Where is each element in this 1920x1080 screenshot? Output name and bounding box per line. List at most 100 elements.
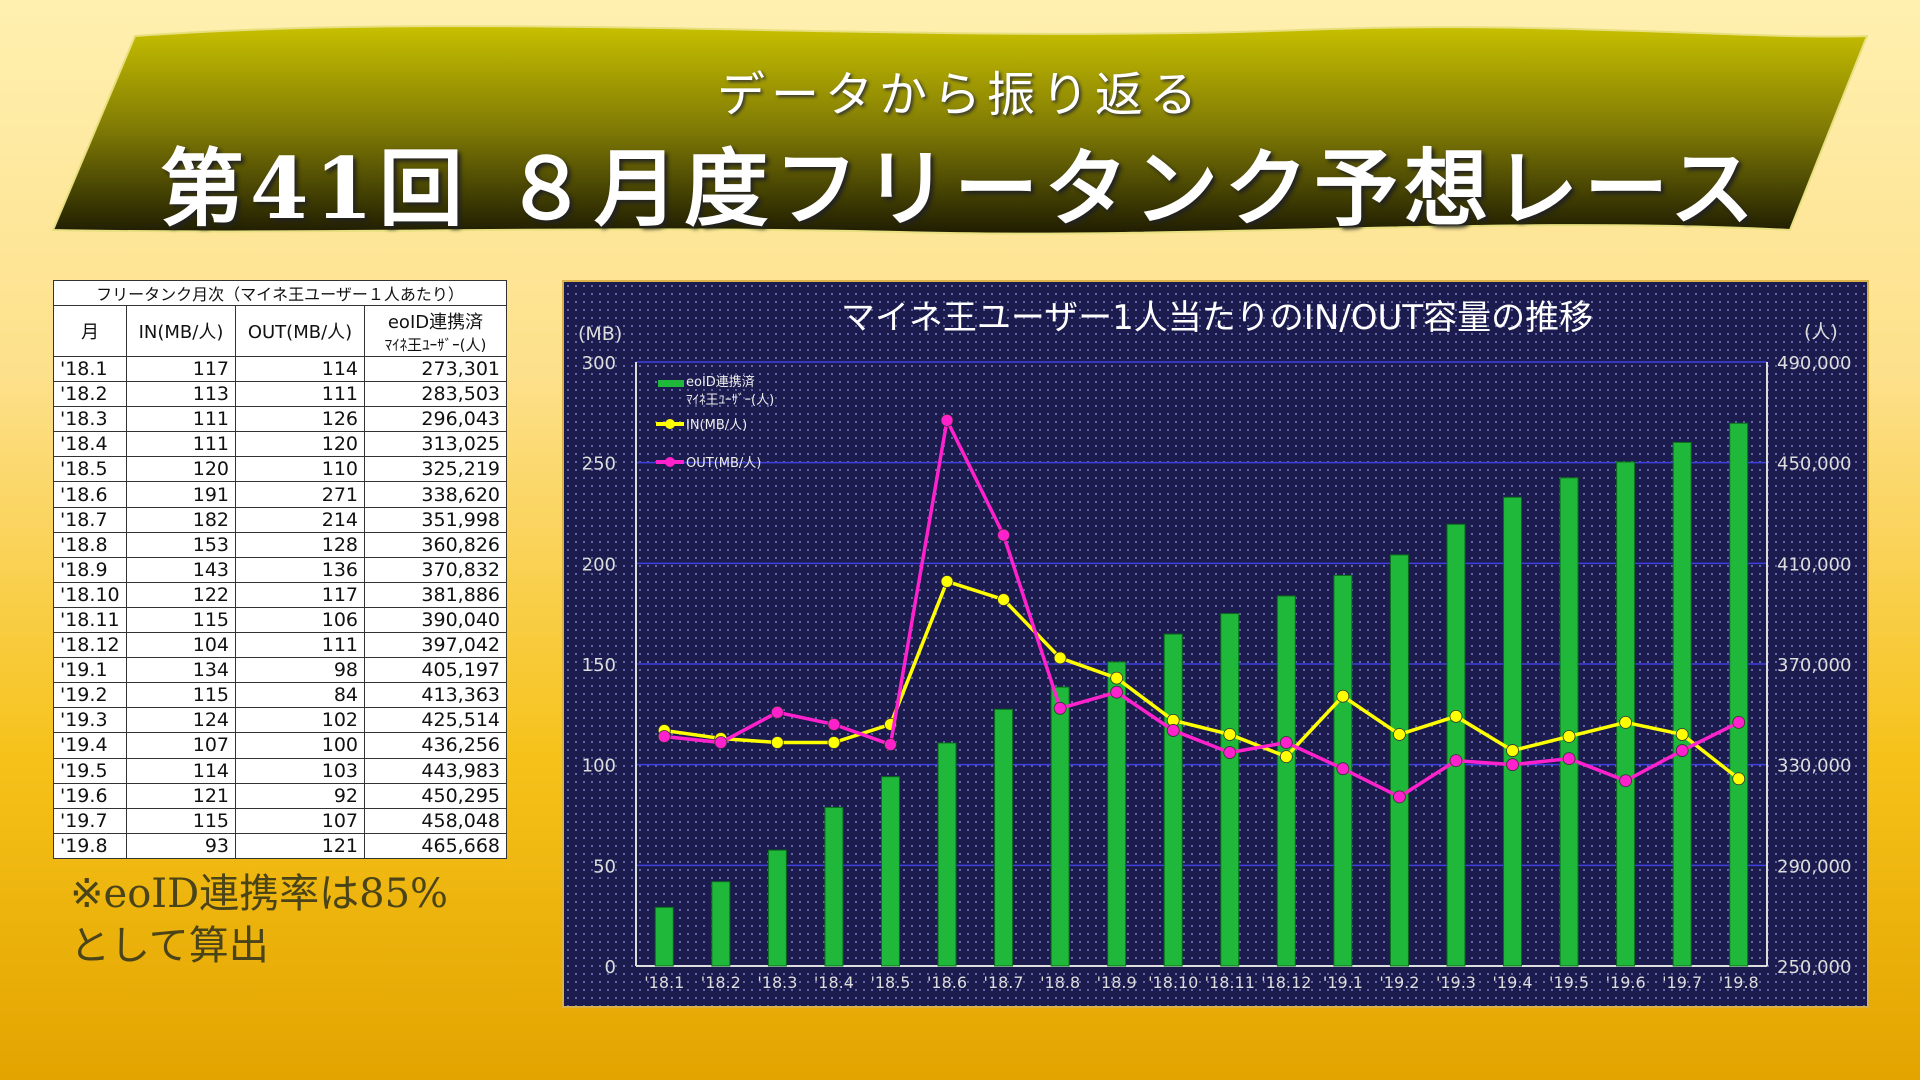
chart-panel: マイネ王ユーザー1人当たりのIN/OUT容量の推移 (MB) (人) 0 250,000…	[562, 280, 1869, 1008]
point-in	[1506, 744, 1519, 757]
point-in	[1223, 728, 1237, 741]
point-out	[1732, 715, 1746, 729]
cell-month: '18.7	[53, 506, 127, 533]
cell-out: 92	[235, 782, 365, 809]
point-out	[1053, 701, 1067, 715]
cell-users: 351,998	[364, 506, 507, 533]
cell-users: 370,832	[364, 556, 507, 583]
point-in	[1449, 709, 1463, 723]
cell-users: 413,363	[364, 682, 507, 709]
bar	[654, 906, 674, 967]
cell-users: 313,025	[364, 431, 507, 458]
cell-in: 143	[126, 556, 236, 583]
table-row: '19.2 115 84 413,363	[53, 682, 507, 709]
cell-out: 271	[235, 481, 365, 508]
right-tick-label: 450,000	[1777, 454, 1851, 475]
cell-out: 102	[235, 707, 365, 734]
cell-in: 191	[126, 481, 236, 508]
cell-users: 273,301	[364, 355, 507, 383]
point-out	[714, 736, 728, 749]
bar	[1276, 595, 1296, 967]
table-row: '18.10 122 117 381,886	[53, 581, 507, 608]
cell-in: 114	[126, 757, 236, 784]
col-out: OUT(MB/人)	[235, 305, 365, 357]
cell-out: 84	[235, 682, 365, 709]
right-tick-label: 410,000	[1777, 554, 1851, 575]
note-line2: として算出	[70, 923, 269, 969]
bar	[1220, 613, 1240, 967]
x-tick-label: '19.6	[1606, 973, 1646, 992]
left-tick-label: 100	[582, 756, 616, 777]
cell-out: 98	[235, 657, 365, 684]
legend-label: IN(MB/人)	[686, 418, 747, 433]
x-tick-label: '18.11	[1205, 973, 1255, 992]
bar	[1107, 661, 1127, 967]
bar	[1503, 496, 1523, 967]
cell-in: 153	[126, 531, 236, 558]
point-out	[1166, 724, 1180, 737]
cell-users: 390,040	[364, 606, 507, 634]
bar	[1163, 633, 1183, 967]
table-row: '18.9 143 136 370,832	[53, 556, 507, 583]
table-row: '18.1 117 114 273,301	[53, 355, 507, 383]
point-out	[1223, 746, 1237, 759]
cell-month: '19.5	[53, 757, 127, 784]
cell-in: 107	[126, 732, 236, 759]
chart-title: マイネ王ユーザー1人当たりのIN/OUT容量の推移	[841, 298, 1593, 338]
point-in	[1053, 651, 1067, 665]
point-in	[1393, 728, 1406, 741]
cell-users: 450,295	[364, 782, 507, 809]
point-out	[657, 730, 671, 743]
cell-month: '18.4	[53, 431, 127, 458]
table-row: '18.3 111 126 296,043	[53, 406, 507, 433]
right-tick-label: 290,000	[1777, 856, 1851, 877]
cell-users: 405,197	[364, 657, 507, 684]
right-tick-label: 330,000	[1777, 756, 1851, 777]
x-tick-label: '19.7	[1662, 973, 1702, 992]
cell-month: '18.1	[53, 355, 127, 383]
cell-out: 126	[235, 406, 365, 433]
bar	[1672, 441, 1692, 967]
bar	[937, 742, 957, 967]
table-row: '18.11 115 106 390,040	[53, 606, 507, 634]
point-in	[1279, 750, 1293, 764]
x-tick-label: '19.1	[1323, 973, 1363, 992]
monthly-table: フリータンク月次（マイネ王ユーザー１人あたり） 月 IN(MB/人) OUT(M…	[53, 280, 507, 859]
point-out	[1110, 685, 1124, 699]
bar	[767, 849, 787, 967]
title-banner	[51, 25, 1869, 235]
point-out	[1506, 758, 1519, 772]
cell-in: 117	[126, 355, 236, 383]
cell-in: 120	[126, 456, 236, 483]
table-row: '19.5 114 103 443,983	[53, 757, 507, 784]
legend-swatch-users	[658, 380, 684, 387]
point-in	[1336, 689, 1350, 703]
table-row: '19.6 121 92 450,295	[53, 782, 507, 809]
x-tick-label: '18.5	[870, 973, 910, 992]
cell-out: 111	[235, 381, 365, 408]
left-tick-label: 300	[582, 353, 616, 374]
cell-month: '18.6	[53, 481, 127, 508]
cell-out: 100	[235, 732, 365, 759]
cell-month: '18.5	[53, 456, 127, 483]
cell-in: 121	[126, 782, 236, 809]
bar	[994, 708, 1014, 967]
cell-out: 214	[235, 506, 365, 533]
table-row: '19.1 134 98 405,197	[53, 657, 507, 684]
cell-users: 458,048	[364, 807, 507, 834]
x-tick-label: '18.4	[814, 973, 854, 992]
bar	[1616, 461, 1636, 967]
cell-users: 397,042	[364, 632, 507, 659]
point-in	[1619, 715, 1633, 729]
note: ※eoID連携率は85% として算出	[70, 868, 448, 972]
point-out	[940, 413, 954, 427]
x-tick-label: '18.8	[1040, 973, 1080, 992]
cell-users: 360,826	[364, 531, 507, 558]
right-tick-label: 490,000	[1777, 353, 1851, 374]
x-tick-label: '19.5	[1549, 973, 1589, 992]
x-tick-label: '18.9	[1097, 973, 1137, 992]
table-row: '18.5 120 110 325,219	[53, 456, 507, 483]
bar	[1559, 477, 1579, 967]
cell-out: 117	[235, 581, 365, 608]
legend-marker	[665, 419, 675, 429]
